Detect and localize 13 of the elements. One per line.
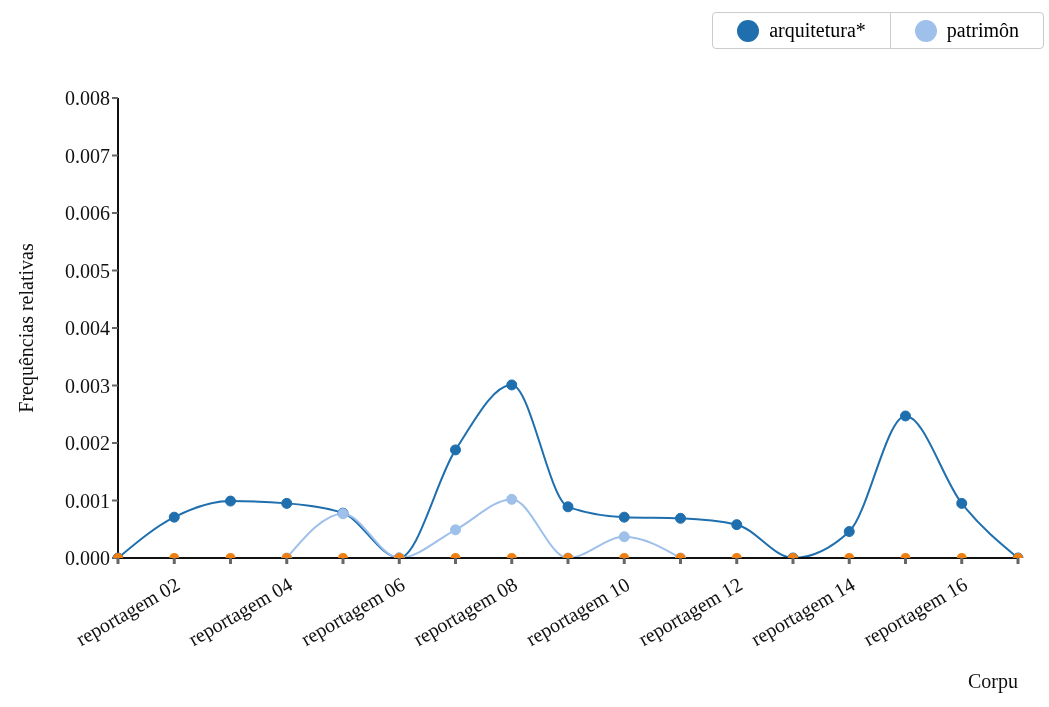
y-axis-title: Frequências relativas: [15, 243, 39, 413]
legend-label: arquitetura*: [769, 19, 866, 42]
y-tick-label: 0.001: [65, 489, 110, 512]
y-tick-label: 0.004: [65, 317, 110, 340]
x-axis-title: Corpu: [968, 670, 1018, 693]
y-tick-label: 0.003: [65, 374, 110, 397]
y-tick-label: 0.007: [65, 144, 110, 167]
y-tick-label: 0.006: [65, 202, 110, 225]
y-tick-label: 0.005: [65, 259, 110, 282]
y-tick-label: 0.008: [65, 87, 110, 110]
legend-label: patrimôn: [946, 19, 1019, 42]
y-tick-label: 0.002: [65, 432, 110, 455]
y-tick-label: 0.000: [65, 547, 110, 570]
